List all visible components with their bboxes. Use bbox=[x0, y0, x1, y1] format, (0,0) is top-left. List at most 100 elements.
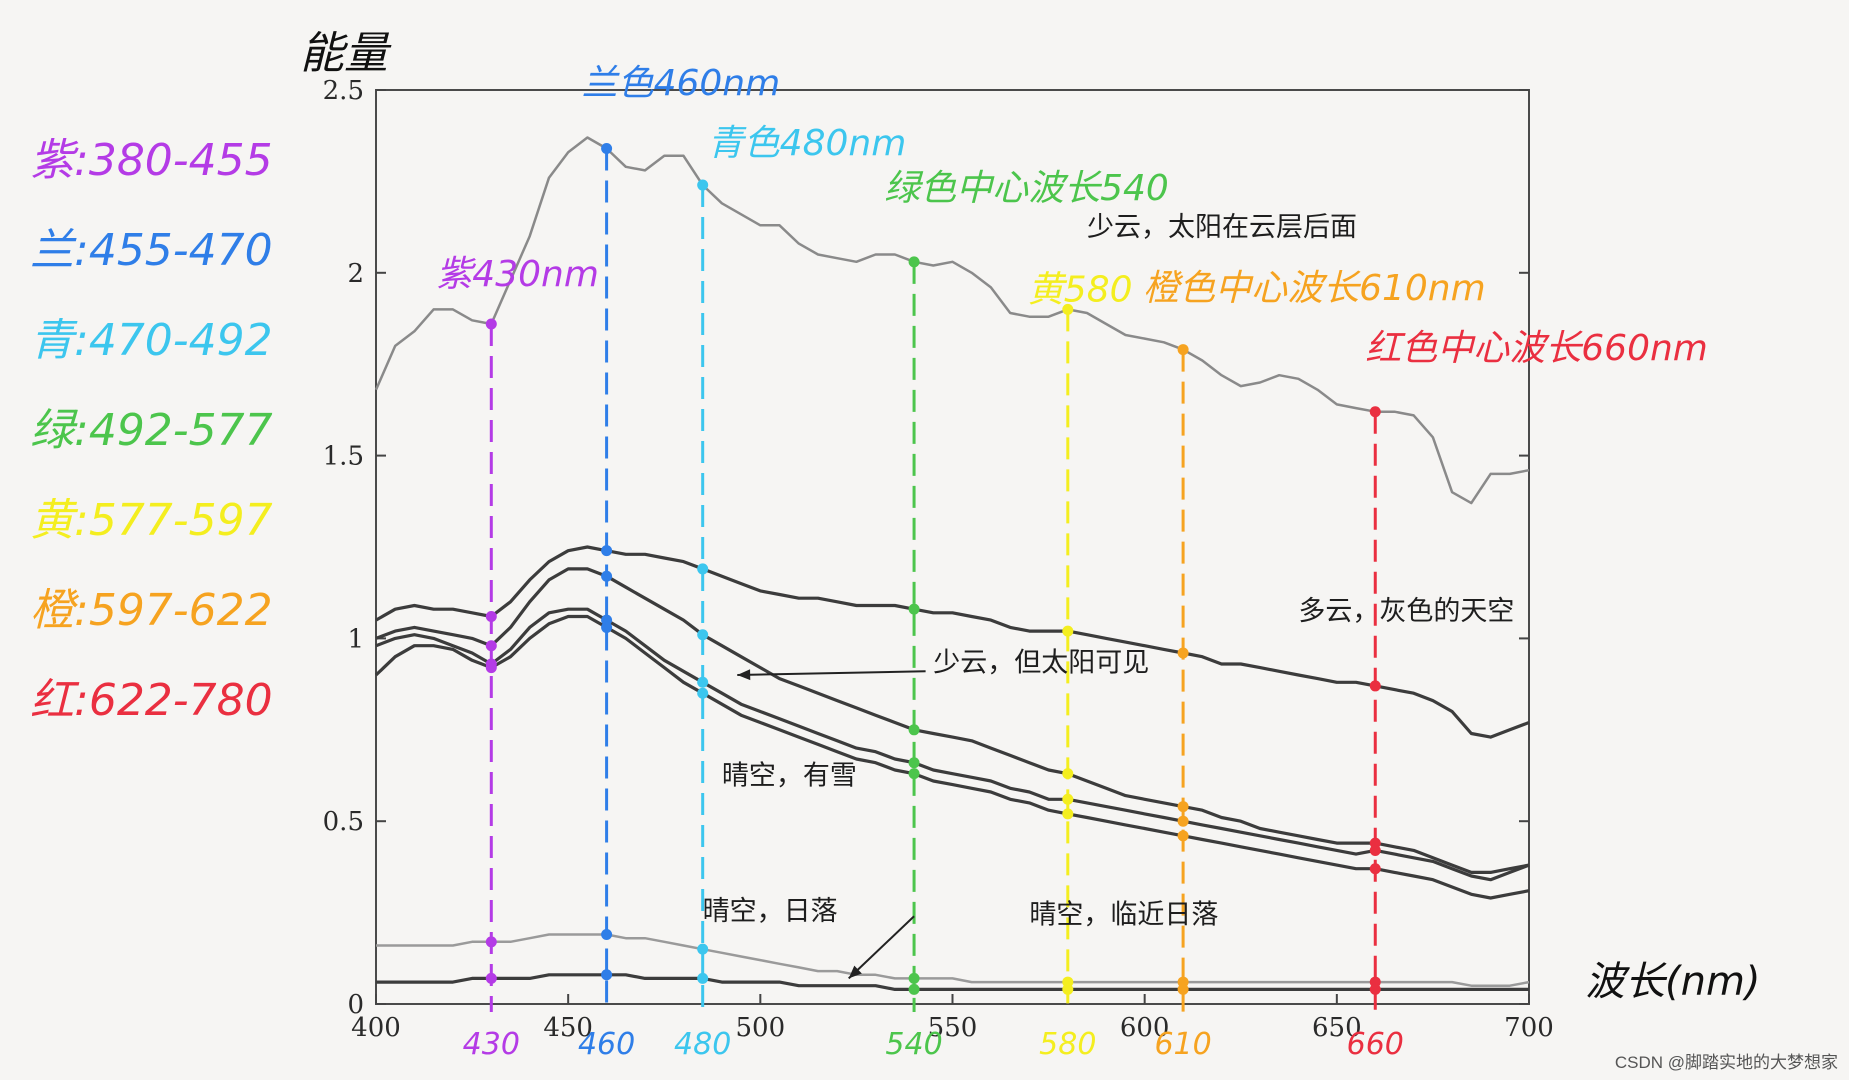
legend-range-2: 青:470-492 bbox=[30, 315, 273, 366]
marker-top-label-460: 兰色460nm bbox=[582, 63, 781, 104]
pointer-arrow-head bbox=[848, 965, 862, 979]
x-tick-label: 450 bbox=[543, 1013, 593, 1043]
marker-dot-540-4 bbox=[908, 768, 920, 780]
marker-dot-460-6 bbox=[601, 969, 613, 981]
series-line-2 bbox=[375, 567, 1530, 874]
legend-range-5: 橙:597-622 bbox=[30, 585, 273, 636]
marker-dot-460-2 bbox=[601, 570, 613, 582]
marker-dot-430-5 bbox=[485, 936, 497, 948]
pointer-arrow-line bbox=[848, 915, 915, 980]
x-tick-label: 650 bbox=[1312, 1013, 1362, 1043]
marker-bottom-label-540: 540 bbox=[885, 1027, 942, 1062]
marker-dot-580-0 bbox=[1062, 303, 1074, 315]
marker-dot-430-4 bbox=[485, 662, 497, 674]
y-tick-label: 0.5 bbox=[323, 807, 364, 837]
x-tick-label: 500 bbox=[736, 1013, 786, 1043]
marker-dot-485-4 bbox=[697, 687, 709, 699]
x-tick-label: 700 bbox=[1504, 1013, 1554, 1043]
y-tick-label: 2 bbox=[347, 259, 364, 289]
marker-top-label-430: 紫430nm bbox=[436, 254, 599, 295]
y-tick-label: 1 bbox=[347, 624, 364, 654]
marker-dot-660-6 bbox=[1369, 983, 1381, 995]
marker-dot-660-3 bbox=[1369, 844, 1381, 856]
series-line-5 bbox=[376, 933, 1530, 987]
marker-dot-460-5 bbox=[601, 929, 613, 941]
pointer-arrow-line bbox=[737, 670, 926, 676]
marker-dot-430-0 bbox=[485, 318, 497, 330]
marker-dot-580-2 bbox=[1062, 768, 1074, 780]
legend-range-1: 兰:455-470 bbox=[30, 225, 273, 276]
marker-dot-610-0 bbox=[1177, 344, 1189, 356]
marker-top-label-580: 黄580 bbox=[1028, 269, 1133, 310]
marker-dot-610-2 bbox=[1177, 801, 1189, 813]
legend-range-3: 绿:492-577 bbox=[30, 405, 273, 456]
marker-dot-460-0 bbox=[601, 142, 613, 154]
marker-top-label-540: 绿色中心波长540 bbox=[884, 168, 1169, 209]
series-line-0 bbox=[374, 136, 1530, 505]
marker-bottom-label-485: 480 bbox=[674, 1027, 731, 1062]
marker-dot-580-1 bbox=[1062, 625, 1074, 637]
marker-dot-485-3 bbox=[697, 676, 709, 688]
marker-dots bbox=[485, 142, 1381, 995]
y-tick-label: 2.5 bbox=[323, 76, 364, 106]
marker-dot-460-1 bbox=[601, 545, 613, 557]
marker-dot-580-6 bbox=[1062, 983, 1074, 995]
marker-top-label-485: 青色480nm bbox=[708, 123, 907, 164]
marker-dot-610-1 bbox=[1177, 647, 1189, 659]
color-range-legend: 紫:380-455 兰:455-470 青:470-492 绿:492-577 黄:57… bbox=[30, 135, 273, 726]
x-axis-label: 波长(nm) bbox=[1585, 959, 1761, 1005]
marker-dot-485-0 bbox=[697, 179, 709, 191]
marker-dot-485-2 bbox=[697, 629, 709, 641]
series-lines bbox=[374, 136, 1530, 991]
marker-bottom-label-660: 660 bbox=[1347, 1027, 1404, 1062]
pointer-arrow-head bbox=[737, 669, 751, 681]
marker-top-label-660: 红色中心波长660nm bbox=[1365, 328, 1708, 369]
pointer-arrows bbox=[737, 669, 926, 980]
curve-label: 晴空，日落 bbox=[703, 896, 838, 927]
series-line-4 bbox=[374, 614, 1530, 900]
marker-dot-580-4 bbox=[1062, 808, 1074, 820]
marker-dot-660-4 bbox=[1369, 863, 1381, 875]
marker-bottom-label-460: 460 bbox=[578, 1027, 635, 1062]
y-tick-label: 0 bbox=[347, 990, 364, 1020]
marker-bottom-label-430: 430 bbox=[463, 1027, 520, 1062]
y-axis-ticks: 0 0.5 1 1.5 2 2.5 bbox=[323, 76, 1529, 1020]
marker-dot-540-5 bbox=[908, 972, 920, 984]
curve-label: 少云，太阳在云层后面 bbox=[1087, 212, 1357, 243]
marker-bottom-label-580: 580 bbox=[1039, 1027, 1096, 1062]
marker-dot-430-1 bbox=[485, 610, 497, 622]
marker-dot-460-4 bbox=[601, 621, 613, 633]
marker-dot-540-1 bbox=[908, 603, 920, 615]
marker-dot-430-2 bbox=[485, 640, 497, 652]
y-tick-label: 1.5 bbox=[323, 442, 364, 472]
x-tick-label: 600 bbox=[1120, 1013, 1170, 1043]
legend-range-6: 红:622-780 bbox=[30, 675, 273, 726]
marker-bottom-label-610: 610 bbox=[1154, 1027, 1211, 1062]
y-axis-label: 能量 bbox=[300, 28, 392, 79]
marker-dot-540-3 bbox=[908, 757, 920, 769]
marker-dot-610-4 bbox=[1177, 830, 1189, 842]
marker-dot-610-6 bbox=[1177, 983, 1189, 995]
series-line-1 bbox=[375, 545, 1530, 739]
watermark: CSDN @脚踏实地的大梦想家 bbox=[1615, 1053, 1838, 1072]
marker-dot-540-6 bbox=[908, 983, 920, 995]
marker-dot-660-1 bbox=[1369, 680, 1381, 692]
marker-dot-485-1 bbox=[697, 563, 709, 575]
x-tick-label: 400 bbox=[351, 1013, 401, 1043]
curve-label: 多云，灰色的天空 bbox=[1298, 596, 1514, 627]
marker-dot-485-5 bbox=[697, 943, 709, 955]
series-line-3 bbox=[375, 607, 1530, 882]
x-axis-ticks: 400 450 500 550 600 650 700 bbox=[351, 994, 1554, 1043]
marker-dot-485-6 bbox=[697, 972, 709, 984]
curve-label: 晴空，临近日落 bbox=[1029, 900, 1218, 931]
series-line-6 bbox=[376, 973, 1529, 991]
marker-dot-540-2 bbox=[908, 724, 920, 736]
legend-range-4: 黄:577-597 bbox=[30, 495, 273, 546]
marker-top-label-610: 橙色中心波长610nm bbox=[1143, 268, 1486, 309]
x-tick-label: 550 bbox=[928, 1013, 978, 1043]
legend-range-0: 紫:380-455 bbox=[30, 135, 273, 186]
marker-dot-430-6 bbox=[485, 972, 497, 984]
curve-label: 晴空，有雪 bbox=[722, 761, 857, 792]
